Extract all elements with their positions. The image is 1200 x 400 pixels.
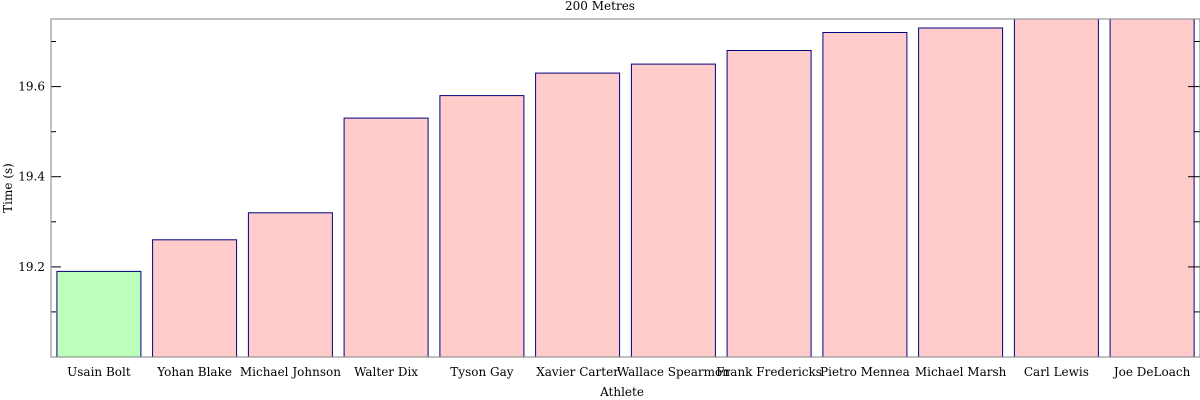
x-axis-title: Athlete (599, 385, 644, 399)
bar-9 (918, 27, 1004, 358)
y-tick-label-0: 19.2 (18, 260, 45, 274)
bar-7 (726, 50, 812, 358)
bar-5 (535, 72, 621, 358)
x-tick-label-6: Wallace Spearmon (617, 365, 730, 379)
chart-title: 200 Metres (565, 0, 635, 13)
y-axis-title: Time (s) (1, 163, 15, 213)
plot-frame (50, 18, 1200, 358)
bar-10 (1013, 18, 1099, 358)
bars-group (56, 18, 1195, 358)
y-tick-label-1: 19.4 (18, 170, 45, 184)
y-tick-labels: 19.2 19.4 19.6 (18, 80, 45, 274)
x-tick-label-1: Yohan Blake (156, 365, 232, 379)
x-tick-label-11: Joe DeLoach (1112, 365, 1191, 379)
x-tick-label-9: Michael Marsh (915, 365, 1007, 379)
ticks-group (51, 41, 1200, 313)
x-tick-label-7: Frank Fredericks (716, 365, 822, 379)
x-tick-label-5: Xavier Carter (536, 365, 619, 379)
x-tick-label-8: Pietro Mennea (820, 365, 910, 379)
y-tick-label-2: 19.6 (18, 80, 45, 94)
bar-1 (152, 239, 238, 358)
x-tick-label-2: Michael Johnson (240, 365, 341, 379)
bar-8 (822, 32, 908, 358)
x-tick-label-0: Usain Bolt (67, 365, 131, 379)
bar-2 (247, 212, 333, 358)
bar-11 (1109, 18, 1195, 358)
bar-3 (343, 117, 429, 358)
bar-0 (56, 270, 142, 358)
x-tick-label-3: Walter Dix (354, 365, 418, 379)
x-tick-labels: Usain Bolt Yohan Blake Michael Johnson Walt… (67, 365, 1190, 379)
bar-4 (439, 95, 525, 358)
x-tick-label-10: Carl Lewis (1024, 365, 1089, 379)
x-tick-label-4: Tyson Gay (450, 365, 513, 379)
bar-6 (630, 63, 716, 358)
